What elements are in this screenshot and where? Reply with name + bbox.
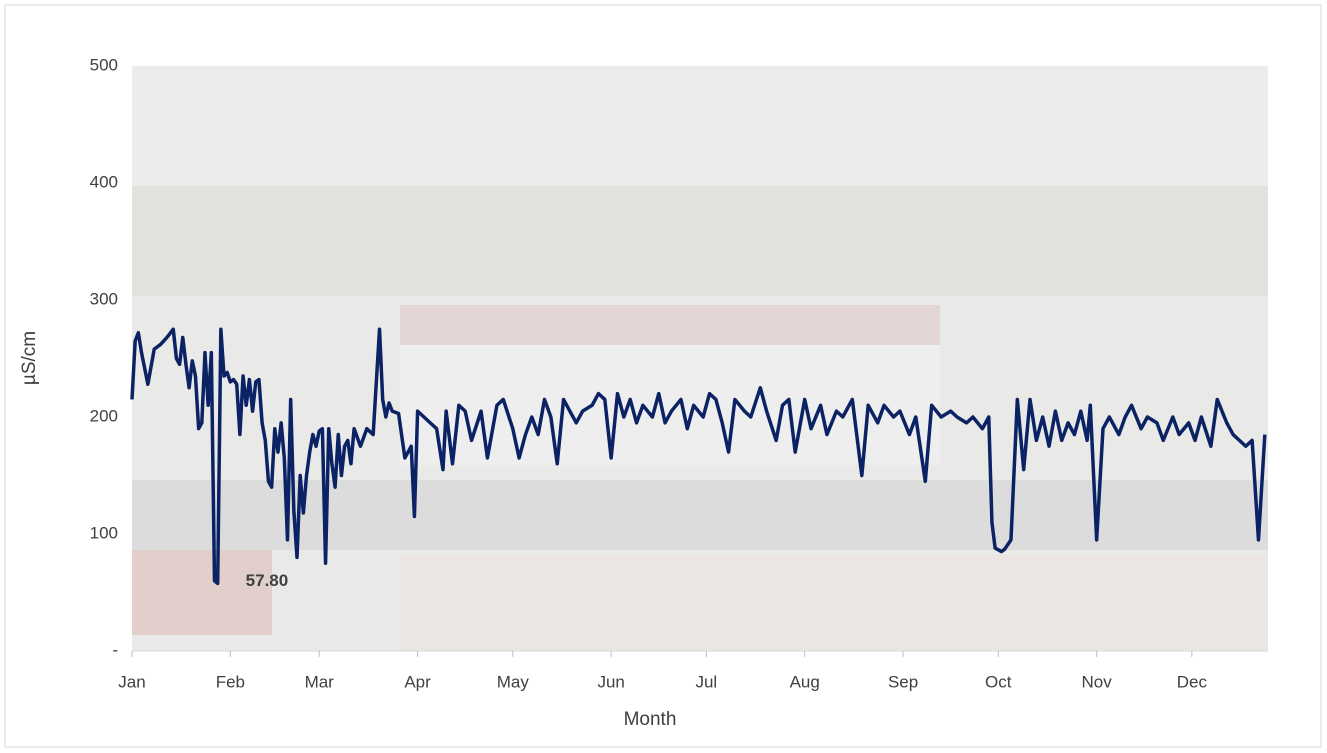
y-tick-label: 500 [90, 55, 118, 74]
y-axis-title: µS/cm [19, 331, 40, 385]
x-axis-title: Month [624, 709, 677, 730]
plot-background [132, 66, 1268, 651]
page: {"chart_data": { "type": "line", "x_labe… [0, 0, 1327, 753]
x-tick-label: Mar [305, 672, 335, 691]
x-tick-label: Jul [695, 672, 717, 691]
chart: µS/cm Month - 100 200 300 400 500 Jan Feb Mar Apr… [0, 0, 1327, 753]
x-tick-label: Apr [404, 672, 431, 691]
y-tick-label: - [112, 640, 118, 659]
annotation: 57.80 [246, 571, 289, 590]
x-tick-label: Nov [1082, 672, 1113, 691]
x-tick-label: Jun [597, 672, 624, 691]
x-tick-label: Sep [888, 672, 918, 691]
x-tick-label: Oct [985, 672, 1012, 691]
x-tick-label: Dec [1177, 672, 1208, 691]
x-tick-label: Jan [118, 672, 145, 691]
x-tick-label: Aug [790, 672, 820, 691]
x-tick-label: May [497, 672, 530, 691]
y-tick-label: 400 [90, 172, 118, 191]
x-tick-label: Feb [216, 672, 245, 691]
y-tick-label: 300 [90, 289, 118, 308]
y-tick-label: 100 [90, 523, 118, 542]
y-tick-label: 200 [90, 406, 118, 425]
